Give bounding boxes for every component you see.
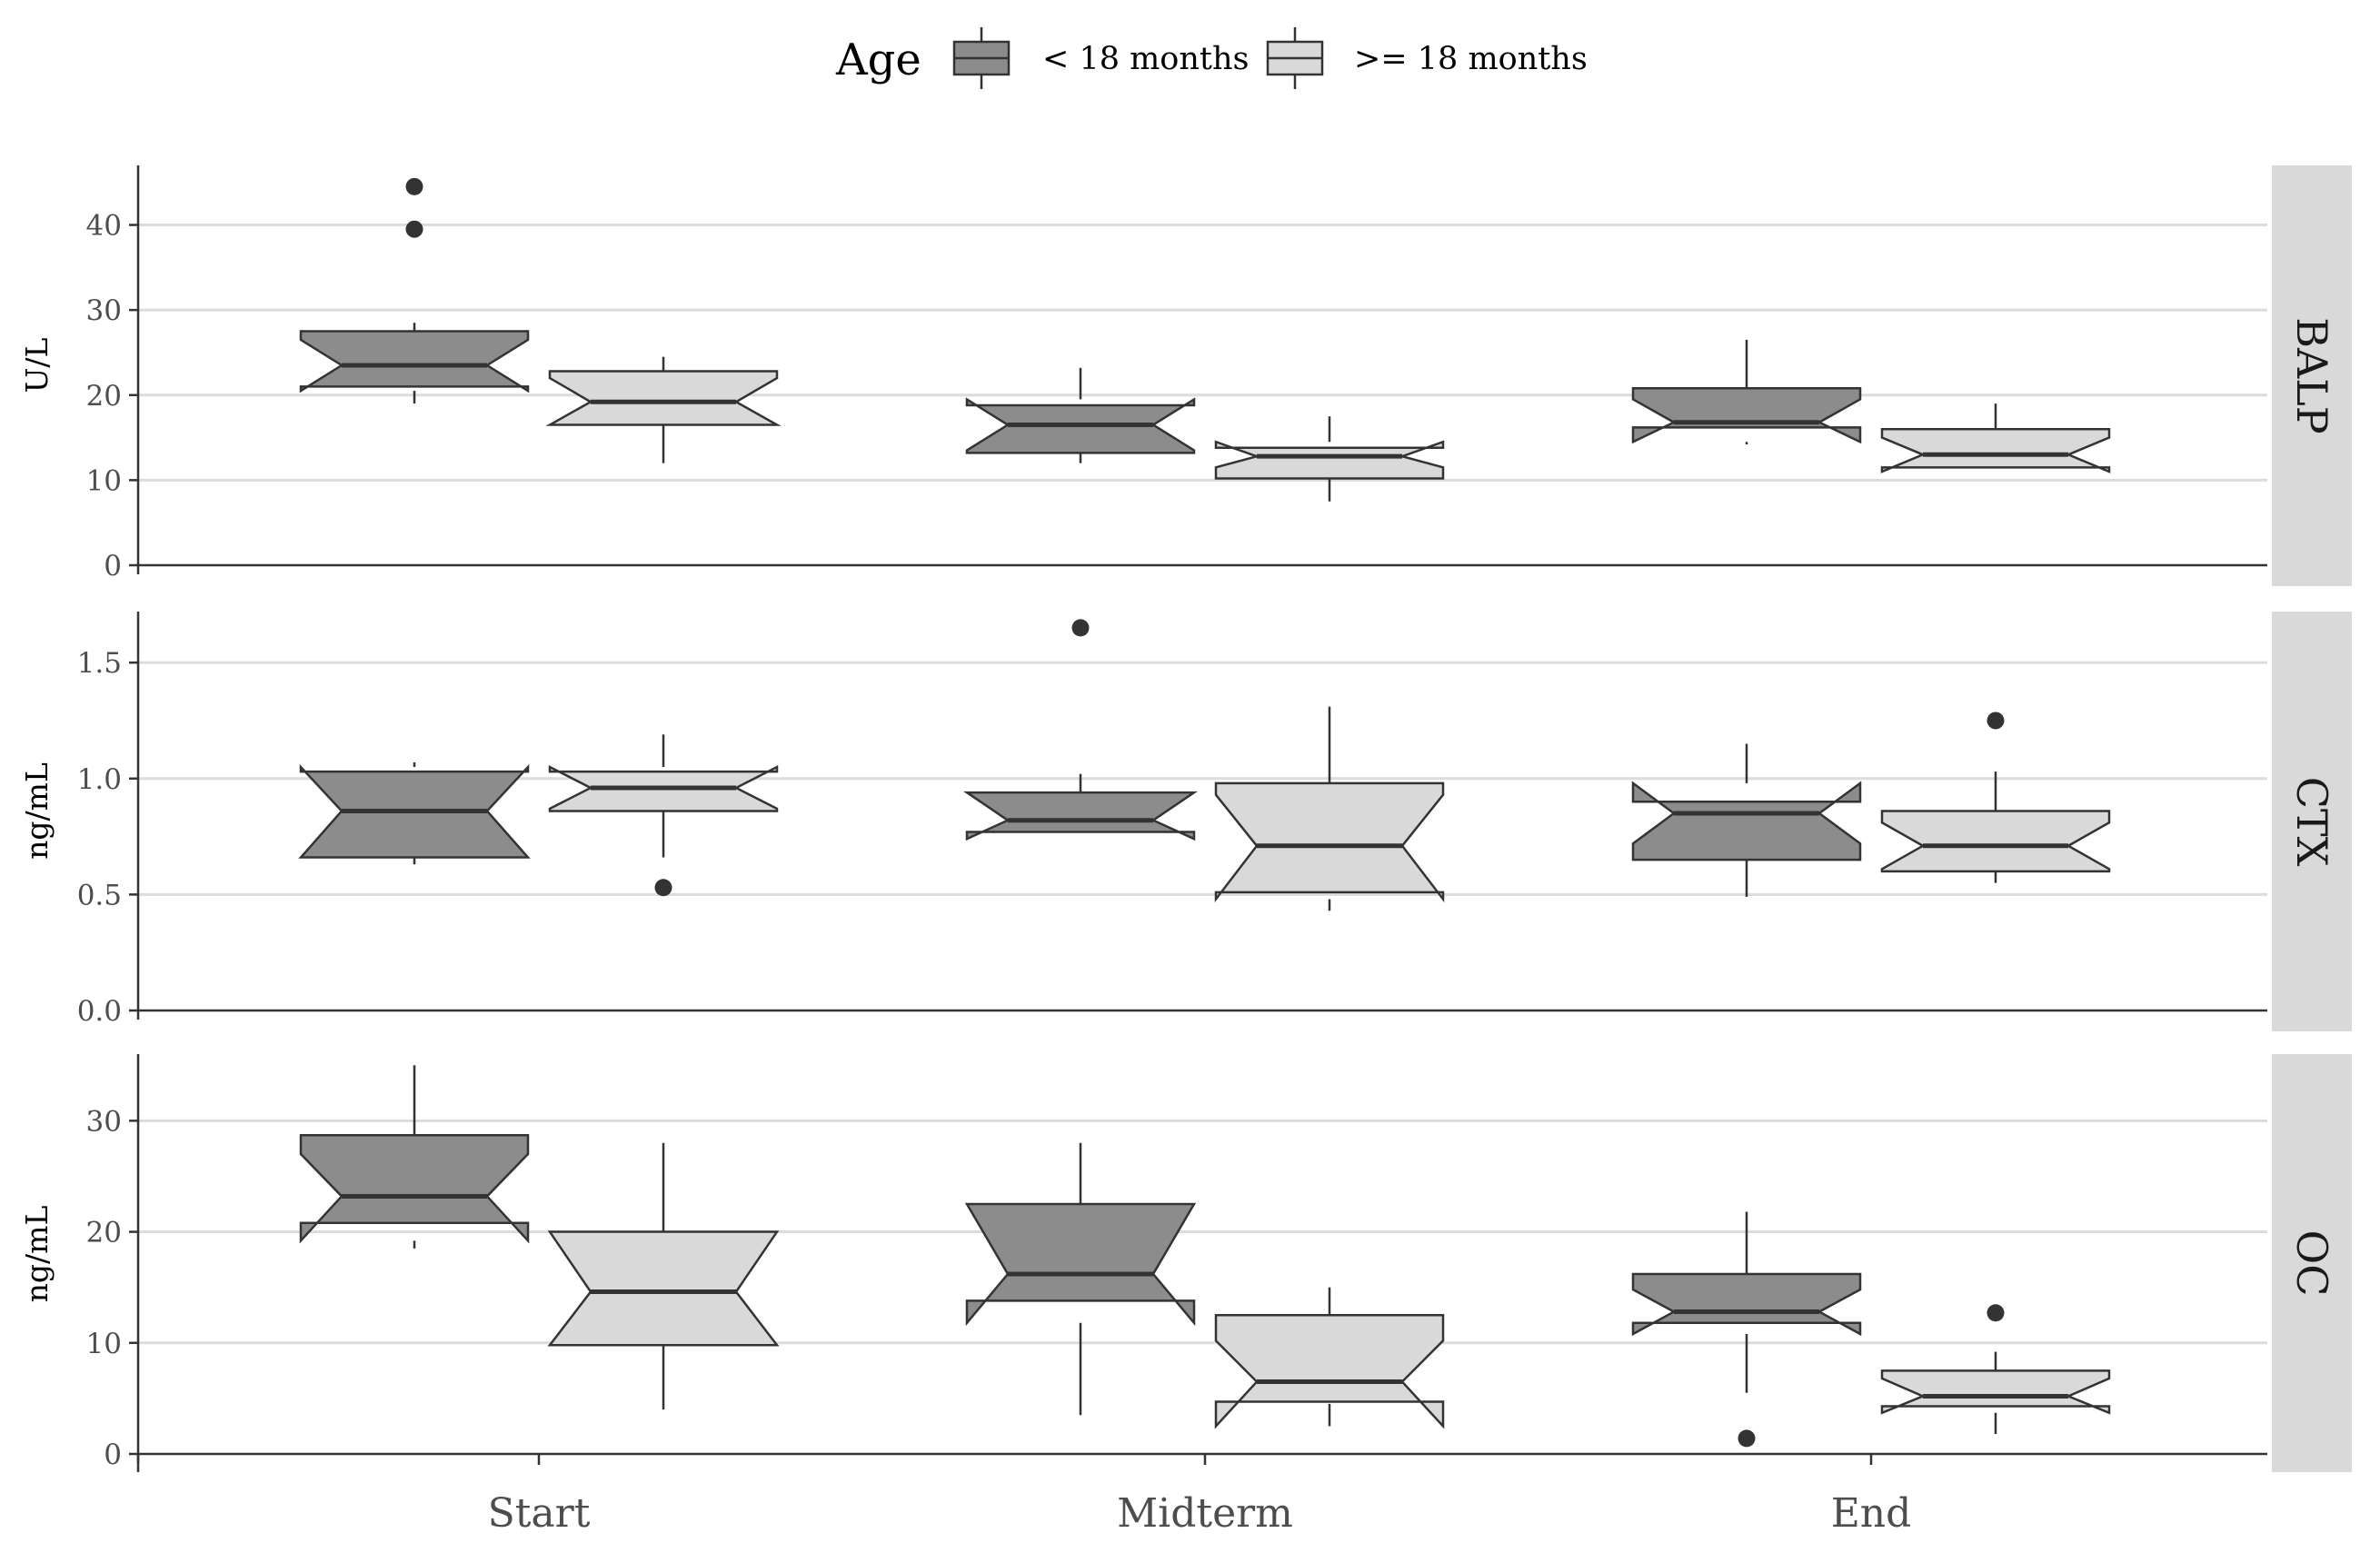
box-body xyxy=(1880,1369,2111,1415)
box-oc-start-over-18 xyxy=(547,1142,780,1410)
box-oc-midterm-under-18 xyxy=(964,1142,1197,1416)
strip-background xyxy=(2272,1054,2352,1472)
box-body xyxy=(545,370,782,426)
legend-label-under-18: < 18 months xyxy=(1042,41,1249,77)
x-label-end: End xyxy=(1831,1490,1912,1537)
box-body xyxy=(964,1202,1197,1327)
box-ctx-start-over-18 xyxy=(548,734,779,897)
legend: Age < 18 months >= 18 months xyxy=(835,27,1588,89)
panel-oc: 0 10 20 30 ng/mL OC xyxy=(19,1054,2352,1472)
y-tick-label: 1.5 xyxy=(77,647,122,680)
panel-ctx: 0.0 0.5 1.0 1.5 ng/mL CTX xyxy=(19,612,2352,1031)
box-balp-start-over-18 xyxy=(545,356,782,463)
x-label-start: Start xyxy=(488,1490,591,1537)
y-axis-title: ng/mL xyxy=(19,762,55,860)
legend-key-under-18 xyxy=(952,27,1011,89)
box-body xyxy=(1214,440,1445,480)
y-axis-title: U/L xyxy=(19,337,55,393)
y-tick-label: 30 xyxy=(86,1105,122,1138)
box-oc-midterm-over-18 xyxy=(1214,1287,1445,1429)
legend-title: Age xyxy=(835,35,921,85)
box-body xyxy=(1880,427,2111,473)
box-ctx-start-under-18 xyxy=(298,762,531,865)
box-body xyxy=(1631,781,1862,861)
strip-background xyxy=(2272,612,2352,1031)
y-tick-label: 0.5 xyxy=(77,879,122,911)
box-balp-end-under-18 xyxy=(1631,339,1862,445)
y-tick-label: 1.0 xyxy=(77,763,122,796)
box-balp-midterm-under-18 xyxy=(965,367,1196,463)
outlier-point xyxy=(1987,1304,2005,1322)
y-tick-label: 20 xyxy=(86,1217,122,1249)
outlier-point xyxy=(405,177,423,195)
box-body xyxy=(299,330,530,393)
y-tick-label: 30 xyxy=(86,294,122,327)
box-body xyxy=(1631,387,1862,444)
box-balp-end-over-18 xyxy=(1880,403,2111,473)
outlier-point xyxy=(1738,1429,1756,1448)
x-axis: Start Midterm End xyxy=(136,1454,1912,1537)
panel-balp: 0 10 20 30 40 U/L BALP xyxy=(19,165,2352,586)
y-tick-label: 0 xyxy=(104,550,122,582)
box-oc-end-under-18 xyxy=(1631,1211,1862,1448)
box-oc-start-under-18 xyxy=(299,1065,530,1249)
box-body xyxy=(1880,810,2111,873)
box-body xyxy=(1214,1313,1445,1429)
box-balp-midterm-over-18 xyxy=(1214,416,1445,502)
y-tick-label: 10 xyxy=(86,464,122,497)
box-oc-end-over-18 xyxy=(1880,1304,2111,1434)
strip-label-balp: BALP xyxy=(2287,317,2336,434)
outlier-point xyxy=(405,220,423,238)
panels: 0 10 20 30 40 U/L BALP 0.0 0.5 1.0 1.5 ng/mL CTX 0 10 2… xyxy=(19,165,2352,1472)
box-ctx-end-under-18 xyxy=(1631,743,1862,897)
strip-label-ctx: CTX xyxy=(2287,777,2336,867)
outlier-point xyxy=(654,879,672,897)
box-body xyxy=(299,1133,530,1244)
legend-label-over-18: >= 18 months xyxy=(1354,41,1588,77)
box-ctx-end-over-18 xyxy=(1880,712,2111,883)
y-axis-title: ng/mL xyxy=(19,1206,55,1303)
outlier-point xyxy=(1071,619,1090,637)
box-body xyxy=(962,791,1199,841)
box-body xyxy=(1631,1272,1862,1337)
strip-label-oc: OC xyxy=(2287,1230,2336,1297)
y-tick-label: 20 xyxy=(86,380,122,413)
box-body xyxy=(1214,781,1445,903)
legend-key-over-18 xyxy=(1266,27,1324,89)
y-tick-label: 40 xyxy=(86,210,122,243)
y-tick-label: 10 xyxy=(86,1328,122,1360)
x-label-midterm: Midterm xyxy=(1117,1490,1293,1537)
box-ctx-midterm-under-18 xyxy=(962,619,1199,841)
box-body xyxy=(547,1230,780,1347)
box-ctx-midterm-over-18 xyxy=(1214,706,1445,911)
y-tick-label: 0 xyxy=(104,1439,122,1471)
strip-background xyxy=(2272,165,2352,586)
box-balp-start-under-18 xyxy=(299,177,530,404)
outlier-point xyxy=(1987,712,2005,730)
y-tick-label: 0.0 xyxy=(77,995,122,1028)
